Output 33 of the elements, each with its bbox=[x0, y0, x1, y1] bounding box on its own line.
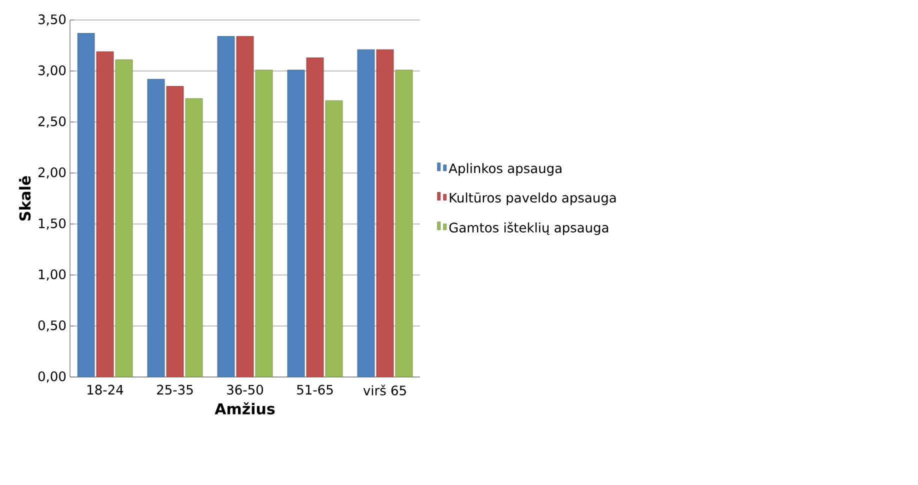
y-tick-label: 2,00 bbox=[38, 167, 66, 179]
x-tick-label: 51-65 bbox=[297, 384, 333, 395]
bar bbox=[115, 60, 133, 377]
bar bbox=[325, 100, 343, 377]
y-tick-label: 0,00 bbox=[38, 371, 66, 383]
y-axis-title: Skalė bbox=[19, 176, 31, 221]
bar bbox=[147, 78, 165, 377]
bar bbox=[255, 70, 273, 377]
bar bbox=[306, 58, 324, 377]
y-tick-label: 3,50 bbox=[38, 14, 66, 26]
x-tick-label: 25-35 bbox=[157, 384, 193, 395]
x-tick-label: 36-50 bbox=[227, 384, 264, 395]
bar bbox=[395, 70, 413, 377]
legend-label: Gamtos išteklių apsauga bbox=[449, 222, 608, 236]
y-tick-label: 0,50 bbox=[38, 320, 66, 332]
x-tick-label: 18-24 bbox=[88, 384, 124, 395]
bar bbox=[236, 36, 254, 377]
y-tick-label: 1,00 bbox=[38, 269, 66, 281]
bar bbox=[217, 36, 235, 377]
x-axis-title: Amžius bbox=[214, 402, 275, 414]
legend-label: Aplinkos apsauga bbox=[448, 163, 562, 176]
bar bbox=[166, 86, 184, 377]
y-tick-label: 3,00 bbox=[38, 65, 66, 77]
bar bbox=[357, 49, 375, 377]
bar bbox=[376, 49, 394, 377]
x-tick-label: virš 65 bbox=[363, 384, 406, 396]
bar bbox=[96, 51, 114, 377]
bar bbox=[185, 98, 203, 377]
y-tick-label: 2,50 bbox=[38, 116, 66, 128]
bar bbox=[77, 33, 95, 377]
legend-label: Kultūros paveldo apsauga bbox=[450, 192, 616, 206]
y-tick-label: 1,50 bbox=[38, 218, 66, 230]
bar bbox=[287, 70, 305, 377]
